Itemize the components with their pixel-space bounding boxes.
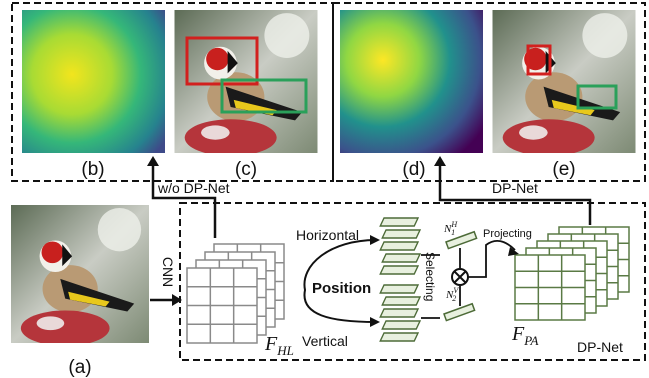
module-name: DP-Net (577, 339, 623, 355)
figure: (b) (c) (d) (e) w/o DP-Net DP-Net (a) CN… (0, 0, 649, 378)
subscript: 2 (452, 294, 456, 303)
branch-label: Vertical (302, 333, 348, 349)
subscript: 1 (451, 228, 455, 237)
feature-bar (380, 218, 418, 226)
arrowhead (147, 156, 159, 166)
cnn-label: CNN (160, 257, 176, 287)
panel-label: (d) (402, 159, 425, 180)
panel-label: (a) (68, 357, 91, 378)
arrowhead (370, 235, 380, 327)
position-label: Position (312, 280, 371, 297)
symbol: F (511, 323, 525, 345)
subscript: HL (276, 343, 294, 358)
feature-bar (380, 285, 418, 293)
feature-bar (380, 333, 418, 341)
feature-bar (382, 297, 420, 305)
input-image (11, 205, 149, 346)
panel-label: (b) (81, 159, 104, 180)
projecting-label: Projecting (483, 228, 532, 240)
arrow-label: w/o DP-Net (157, 180, 230, 196)
panel-label: (e) (552, 159, 575, 180)
arrowhead (434, 156, 446, 166)
selecting-label: Selecting (423, 252, 437, 301)
subscript: PA (523, 333, 538, 348)
feature-bar (380, 266, 418, 274)
heatmap (22, 10, 165, 153)
fpa-label: FPA (511, 323, 538, 348)
feature-bar (380, 309, 418, 317)
feature-bar (382, 321, 420, 329)
arrow-label: DP-Net (492, 180, 538, 196)
bird-image (493, 10, 636, 156)
feature-bar (382, 230, 420, 238)
feature-bar (444, 304, 475, 321)
panel-label: (c) (235, 159, 257, 180)
arrow (153, 165, 215, 238)
heatmap (340, 10, 483, 153)
symbol: F (264, 333, 278, 355)
branch-label: Horizontal (296, 227, 359, 243)
fhl-label: FHL (264, 333, 294, 358)
feature-bar (382, 254, 420, 262)
feature-bar (380, 242, 418, 250)
